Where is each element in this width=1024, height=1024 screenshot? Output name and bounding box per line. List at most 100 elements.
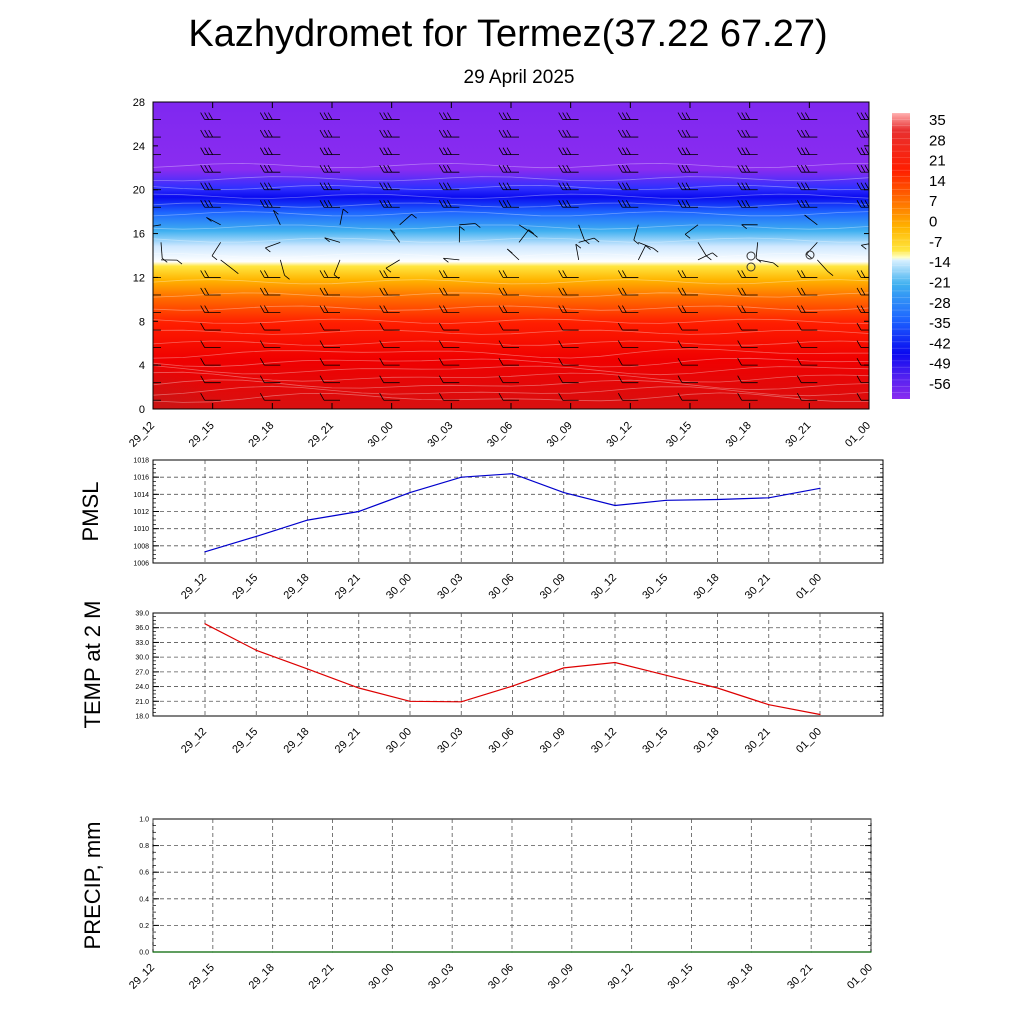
wind-barb-flag	[856, 270, 862, 278]
wind-barb-flag	[145, 165, 149, 172]
wind-barb-flag	[562, 270, 568, 278]
calm-wind-circle	[746, 251, 756, 261]
wind-barb-flag	[333, 274, 340, 280]
wind-barb-flag	[446, 182, 452, 190]
data-point	[870, 951, 872, 953]
data-point	[665, 674, 667, 676]
pmsl-panel: 1018 1016 1014 1012 1010 1008 1006 29_12 29_15 29…	[78, 458, 884, 602]
wind-barb	[578, 224, 585, 240]
wind-barb-flag	[562, 305, 568, 313]
wind-barb-flag	[506, 200, 512, 208]
wind-barb-flag	[267, 147, 273, 155]
wind-barb-flag	[737, 270, 743, 278]
wind-barb-flag	[621, 164, 627, 173]
wind-barb-flag	[498, 164, 504, 173]
wind-barb-flag	[319, 305, 325, 313]
cross-section-overlays	[145, 112, 869, 409]
y-tick-label: 28	[133, 97, 145, 109]
wind-barb-flag	[800, 164, 806, 173]
wind-barb	[575, 244, 580, 260]
wind-barb-flag	[319, 322, 325, 331]
wind-barb	[211, 242, 222, 257]
wind-barb-flag	[506, 129, 512, 138]
data-point	[358, 687, 360, 689]
wind-barb-flag	[442, 164, 448, 173]
colorbar-labels: 35 28 21 14 7 0 -7 -14 -21 -28 -35 -42 -49 -56	[929, 112, 951, 393]
x-tick-label: 29_15	[230, 726, 260, 756]
wind-barb-flag	[204, 164, 210, 173]
y-tick-label: 1016	[133, 475, 149, 482]
wind-barb-flag	[558, 305, 564, 313]
wind-barb-flag	[677, 375, 683, 383]
x-tick-label: 30_15	[640, 572, 670, 602]
colorbar-divisions	[892, 112, 910, 393]
wind-barb-flag	[259, 270, 265, 278]
wind-barb-flag	[319, 147, 325, 155]
wind-barb-flag	[566, 147, 572, 155]
wind-barb-flag	[206, 217, 212, 222]
wind-barb-flag	[200, 340, 206, 348]
wind-barb-flag	[737, 340, 743, 348]
wind-barb-flag	[438, 182, 444, 190]
wind-barb-flag	[446, 200, 452, 208]
wind-barb	[265, 241, 281, 249]
wind-barb-flag	[438, 112, 444, 120]
wind-barb-flag	[804, 147, 810, 155]
data-point	[511, 685, 514, 687]
data-point	[460, 701, 462, 703]
wind-barb-flag	[856, 322, 862, 331]
data-point	[563, 667, 565, 669]
wind-barb-flag	[200, 357, 206, 366]
calm-wind-circle	[805, 250, 815, 260]
wind-barb-flag	[502, 164, 508, 173]
wind-barb-flag	[652, 247, 659, 253]
wind-barb-flag	[443, 257, 449, 263]
wind-barb-flag	[562, 147, 568, 155]
x-tick-label: 30_06	[487, 572, 517, 602]
wind-barb-flag	[442, 287, 448, 296]
wind-barb-flag	[558, 322, 564, 331]
wind-barb-flag	[319, 357, 325, 366]
wind-barb-flag	[562, 287, 568, 296]
wind-barb	[861, 243, 869, 246]
wind-barb-flag	[737, 147, 743, 155]
wind-barb-flag	[379, 112, 385, 120]
wind-barb-flag	[645, 245, 651, 250]
wind-barb-flag	[745, 129, 751, 138]
wind-barb-flag	[267, 129, 273, 138]
wind-barb-flag	[827, 271, 834, 277]
wind-barb-flag	[685, 112, 691, 120]
data-point	[768, 704, 770, 706]
wind-barb-flag	[442, 305, 448, 313]
wind-barb-flag	[145, 183, 149, 190]
data-point	[665, 499, 667, 501]
wind-barb-flag	[259, 200, 265, 208]
data-point	[690, 951, 693, 953]
contour-line	[153, 176, 869, 182]
wind-barb-flag	[741, 270, 747, 278]
wind-barb-flag	[502, 287, 508, 296]
wind-barb-flag	[200, 200, 206, 208]
wind-barb-flag	[856, 357, 862, 366]
wind-barb-flag	[323, 182, 329, 190]
wind-barb-flag	[677, 182, 683, 190]
wind-barb-flag	[498, 182, 504, 190]
y-tick-label: 0.6	[139, 870, 149, 877]
wind-barb-flag	[153, 118, 154, 120]
wind-barb-flag	[737, 357, 743, 366]
wind-barb-flag	[442, 129, 448, 138]
wind-barb-flag	[502, 147, 508, 155]
wind-barb-flag	[737, 322, 743, 331]
y-tick-label: 24	[133, 141, 145, 153]
wind-barb-flag	[387, 164, 393, 173]
wind-barb-flag	[208, 129, 214, 138]
x-tick-label: 29_12	[127, 420, 157, 450]
wind-barb-flag	[263, 305, 269, 313]
wind-barb-flag	[379, 322, 385, 331]
data-point	[563, 492, 565, 494]
x-tick-label: 29_21	[306, 420, 336, 450]
wind-barb-flag	[562, 200, 568, 208]
contour-line	[153, 340, 869, 346]
wind-barb-flag	[211, 255, 218, 261]
